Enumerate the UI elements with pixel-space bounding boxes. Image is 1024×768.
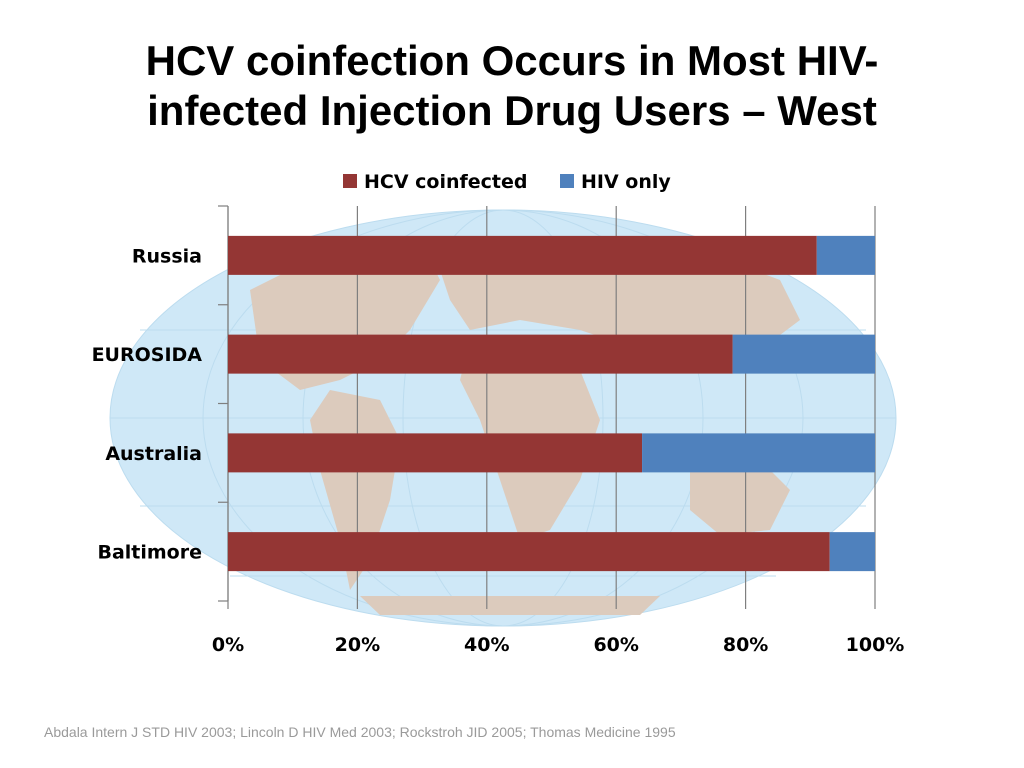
legend-label: HIV only: [581, 171, 671, 193]
bar-hiv-only: [732, 334, 875, 374]
x-tick-label: 60%: [593, 634, 638, 656]
slide-title: HCV coinfection Occurs in Most HIV- infe…: [40, 36, 984, 136]
category-label: Baltimore: [97, 542, 202, 564]
bar-hcv-coinfected: [228, 334, 733, 374]
title-line-1: HCV coinfection Occurs in Most HIV-: [145, 37, 879, 84]
legend: HCV coinfected HIV only: [343, 171, 671, 193]
citation: Abdala Intern J STD HIV 2003; Lincoln D …: [44, 724, 676, 740]
title-line-2: infected Injection Drug Users – West: [147, 87, 877, 134]
x-tick-label: 80%: [723, 634, 768, 656]
category-label: Australia: [105, 443, 202, 465]
legend-label: HCV coinfected: [364, 171, 528, 193]
x-tick-label: 0%: [212, 634, 244, 656]
x-tick-label: 40%: [464, 634, 509, 656]
bar-hcv-coinfected: [228, 532, 830, 572]
x-tick-labels: 0% 20% 40% 60% 80% 100%: [212, 634, 904, 656]
bar-hiv-only: [829, 532, 875, 572]
category-labels: Russia EUROSIDA Australia Baltimore: [92, 245, 203, 563]
legend-swatch: [343, 174, 357, 188]
bar-hiv-only: [642, 433, 875, 473]
x-tick-label: 100%: [846, 634, 905, 656]
bar-hiv-only: [816, 235, 875, 275]
bar-hcv-coinfected: [228, 433, 643, 473]
x-tick-label: 20%: [335, 634, 380, 656]
category-label: EUROSIDA: [92, 344, 203, 366]
bars: [228, 235, 875, 572]
bar-hcv-coinfected: [228, 235, 817, 275]
category-label: Russia: [132, 245, 202, 267]
legend-swatch: [560, 174, 574, 188]
